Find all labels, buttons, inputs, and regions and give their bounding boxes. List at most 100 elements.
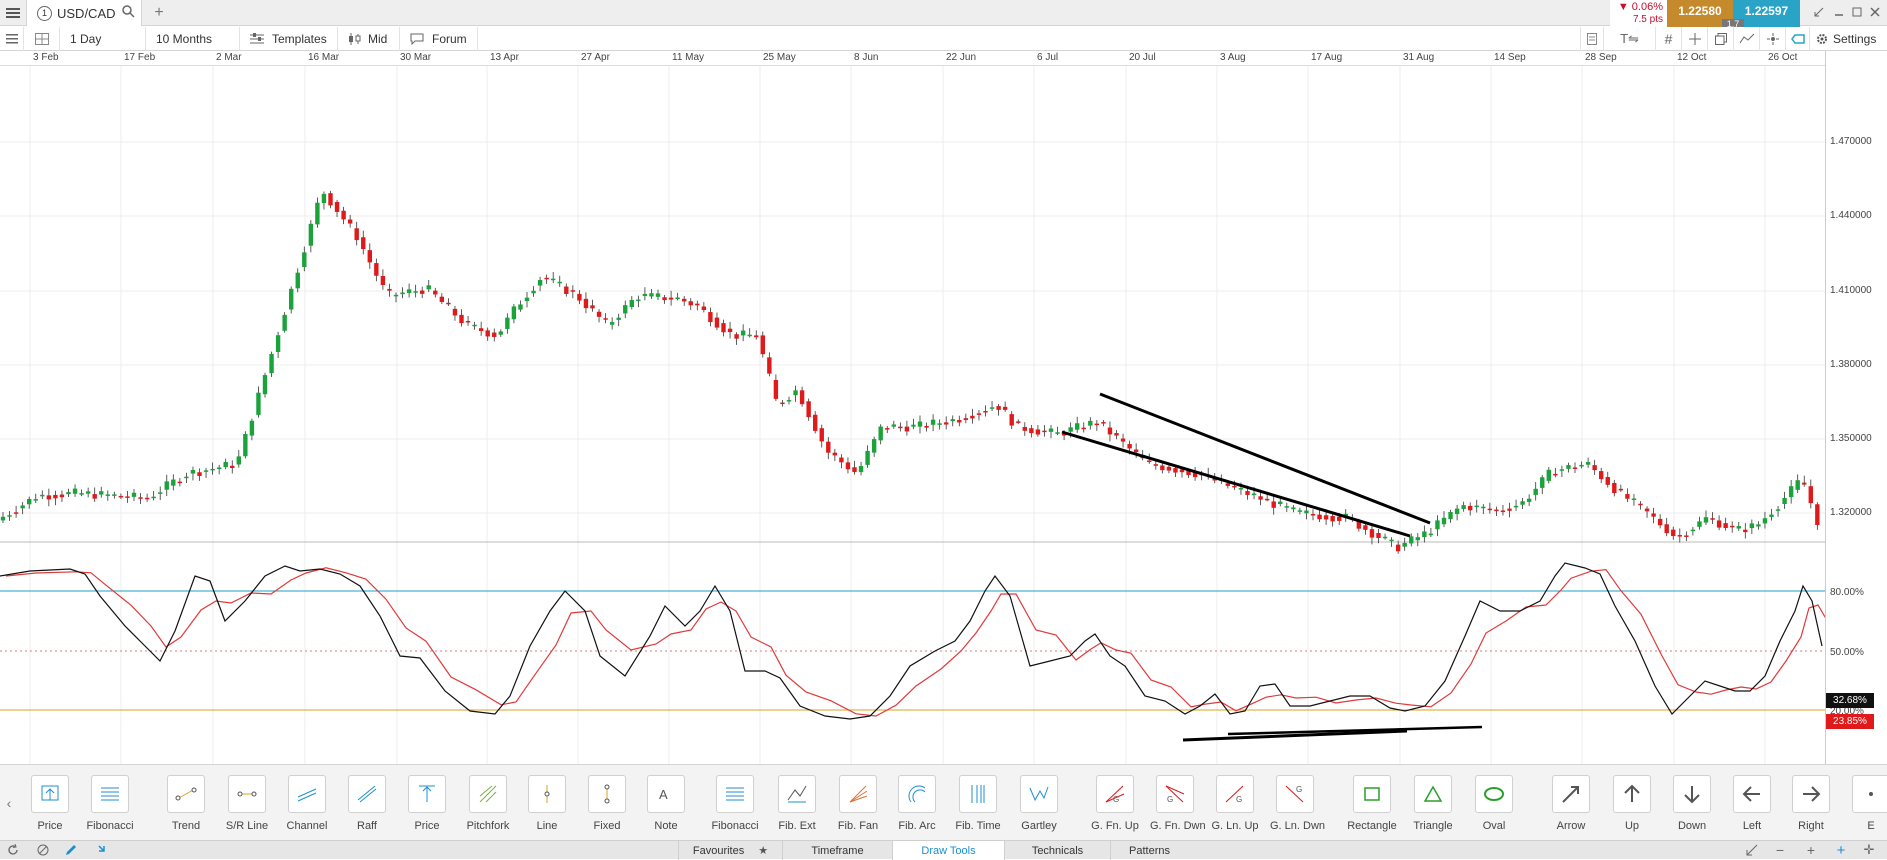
- tool-fib-arc[interactable]: Fib. Arc: [892, 775, 942, 832]
- minimize-icon[interactable]: [1832, 5, 1846, 19]
- tool-g-fn-dwn[interactable]: G G. Fn. Dwn: [1150, 775, 1206, 832]
- date-label: 28 Sep: [1585, 52, 1617, 63]
- zoom-in-icon[interactable]: +: [1806, 842, 1816, 858]
- list-icon[interactable]: [0, 27, 24, 51]
- tool-arrow[interactable]: Arrow: [1546, 775, 1596, 832]
- range-select[interactable]: 10 Months: [146, 27, 240, 51]
- refresh-icon[interactable]: [6, 843, 20, 857]
- tab-favourites[interactable]: Favourites ★: [678, 841, 782, 860]
- tool-price[interactable]: Price: [25, 775, 75, 832]
- crosshair-icon[interactable]: [1682, 27, 1708, 51]
- chart-area[interactable]: [0, 66, 1825, 764]
- tool-e[interactable]: E: [1846, 775, 1887, 832]
- candle-body: [813, 414, 818, 431]
- price-type-button[interactable]: Mid: [338, 27, 400, 51]
- candle-body: [1278, 501, 1283, 505]
- candle-body: [1009, 414, 1014, 426]
- interval-select[interactable]: 1 Day: [60, 27, 146, 51]
- price-axis: 1.470000 1.440000 1.410000 1.380000 1.350000…: [1825, 51, 1887, 764]
- more-icon: [1852, 775, 1887, 813]
- tool-down[interactable]: Down: [1667, 775, 1717, 832]
- tool-label: Fixed: [593, 820, 621, 832]
- scroll-left-icon[interactable]: ‹: [6, 795, 12, 811]
- tab-number: 1: [37, 5, 52, 21]
- magnet-icon[interactable]: [96, 843, 110, 857]
- templates-button[interactable]: Templates: [240, 27, 338, 51]
- text-tool-icon[interactable]: T⇋: [1604, 27, 1656, 51]
- tool-g-ln-up[interactable]: G G. Ln. Up: [1210, 775, 1260, 832]
- tag-icon[interactable]: [1786, 27, 1810, 51]
- drag-icon[interactable]: [1745, 843, 1759, 857]
- channel-upper-line: [1099, 392, 1431, 525]
- tool-price[interactable]: Price: [402, 775, 452, 832]
- grid-icon[interactable]: #: [1656, 27, 1682, 51]
- tool-fib-ext[interactable]: Fib. Ext: [772, 775, 822, 832]
- disable-icon[interactable]: [36, 843, 50, 857]
- candle-body: [1271, 501, 1276, 508]
- tool-pitchfork[interactable]: Pitchfork: [463, 775, 513, 832]
- buy-button[interactable]: 1.22597: [1733, 0, 1800, 30]
- tool-triangle[interactable]: Triangle: [1408, 775, 1458, 832]
- shrink-icon[interactable]: [1812, 5, 1826, 19]
- pencil-icon[interactable]: [64, 843, 78, 857]
- document-icon[interactable]: [1580, 27, 1604, 51]
- tool-right[interactable]: Right: [1786, 775, 1836, 832]
- layout-icon[interactable]: [24, 27, 60, 51]
- tab-technicals[interactable]: Technicals: [1004, 841, 1110, 860]
- tool-channel[interactable]: Channel: [282, 775, 332, 832]
- tool-fibonacci[interactable]: Fibonacci: [85, 775, 135, 832]
- tool-fibonacci[interactable]: Fibonacci: [710, 775, 760, 832]
- close-icon[interactable]: [1868, 5, 1882, 19]
- instrument-tab[interactable]: 1 USD/CAD: [26, 0, 142, 26]
- settings-button[interactable]: Settings: [1810, 27, 1887, 51]
- tool-s-r-line[interactable]: S/R Line: [222, 775, 272, 832]
- crosshair-mode-icon[interactable]: +: [1836, 841, 1846, 859]
- tool-fib-time[interactable]: Fib. Time: [953, 775, 1003, 832]
- add-tab-icon[interactable]: +: [154, 4, 164, 21]
- indicator-icon[interactable]: [1734, 27, 1760, 51]
- tool-gartley[interactable]: Gartley: [1014, 775, 1064, 832]
- candle-body: [1494, 509, 1499, 512]
- menu-icon[interactable]: [4, 4, 22, 22]
- tool-label: E: [1867, 820, 1875, 832]
- candle-body: [79, 493, 84, 495]
- oscillator-k-line: [0, 562, 1823, 720]
- candle-body: [1671, 529, 1676, 537]
- tab-patterns[interactable]: Patterns: [1110, 841, 1188, 860]
- zoom-out-icon[interactable]: −: [1775, 842, 1785, 858]
- change-percent: ▼ 0.06%: [1617, 1, 1663, 13]
- tool-g-ln-dwn[interactable]: G G. Ln. Dwn: [1270, 775, 1325, 832]
- copy-icon[interactable]: [1708, 27, 1734, 51]
- tool-fib-fan[interactable]: Fib. Fan: [833, 775, 883, 832]
- candle-body: [112, 494, 117, 496]
- candle-body: [1651, 513, 1656, 517]
- tool-up[interactable]: Up: [1607, 775, 1657, 832]
- tool-oval[interactable]: Oval: [1469, 775, 1519, 832]
- popout-icon[interactable]: [1850, 5, 1864, 19]
- candle-body: [1147, 460, 1152, 463]
- forum-button[interactable]: Forum: [400, 27, 478, 51]
- tool-note[interactable]: A Note: [641, 775, 691, 832]
- candle-body: [577, 293, 582, 301]
- tool-rectangle[interactable]: Rectangle: [1347, 775, 1397, 832]
- candle-body: [970, 415, 975, 419]
- candle-body: [1114, 433, 1119, 436]
- templates-icon: [250, 33, 264, 44]
- tool-label: Price: [414, 820, 440, 832]
- tool-left[interactable]: Left: [1727, 775, 1777, 832]
- search-icon[interactable]: [121, 5, 135, 21]
- tool-trend[interactable]: Trend: [161, 775, 211, 832]
- tab-timeframe[interactable]: Timeframe: [782, 841, 892, 860]
- fit-icon[interactable]: ✛: [1863, 842, 1875, 857]
- sell-button[interactable]: 1.22580: [1667, 0, 1733, 30]
- candles-icon: [349, 33, 361, 45]
- alert-icon[interactable]: [1760, 27, 1786, 51]
- tool-line[interactable]: Line: [522, 775, 572, 832]
- tab-draw-tools[interactable]: Draw Tools: [892, 841, 1004, 860]
- candle-body: [269, 353, 274, 374]
- tool-fixed[interactable]: Fixed: [582, 775, 632, 832]
- tool-g-fn-up[interactable]: G G. Fn. Up: [1090, 775, 1140, 832]
- tool-label: Rectangle: [1347, 820, 1397, 832]
- tool-raff[interactable]: Raff: [342, 775, 392, 832]
- candle-body: [1081, 427, 1086, 430]
